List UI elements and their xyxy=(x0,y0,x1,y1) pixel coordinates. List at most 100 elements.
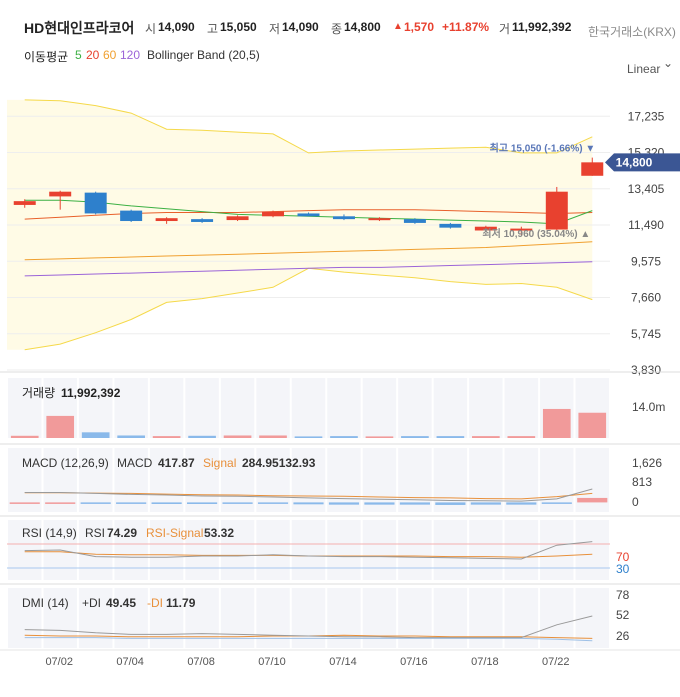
macd-column-bg xyxy=(185,448,219,512)
price-tick-label: 17,235 xyxy=(628,109,665,123)
macd-histogram-bar xyxy=(577,497,608,503)
x-tick-label: 07/22 xyxy=(542,656,570,668)
macd-column-bg xyxy=(114,448,148,512)
macd-column-bg xyxy=(327,448,361,512)
candle-body xyxy=(262,211,285,217)
candle-body xyxy=(439,223,462,228)
rsi-title: RSI (14,9) xyxy=(22,526,77,540)
x-tick-label: 07/04 xyxy=(116,656,144,668)
candle-body xyxy=(510,228,533,231)
chart-header: HD현대인프라코어 시 14,090 고 15,050 저 14,090 종 1… xyxy=(0,0,680,64)
volume-column-bg xyxy=(433,378,468,438)
candle-body xyxy=(120,210,143,222)
dmi-minus-label: -DI xyxy=(147,596,163,610)
x-tick-label: 07/10 xyxy=(258,656,286,668)
chevron-down-icon[interactable]: ⌄ xyxy=(663,56,674,70)
rsi-column-bg xyxy=(575,520,609,580)
change-percent: +11.87% xyxy=(442,20,490,34)
volume-tick-label: 14.0m xyxy=(632,400,665,414)
volume-bar xyxy=(436,436,465,438)
macd-signal-label: Signal xyxy=(203,456,236,470)
x-tick-label: 07/18 xyxy=(471,656,499,668)
macd-histogram-bar xyxy=(222,502,253,504)
rsi-column-bg xyxy=(220,520,255,580)
volume-bar xyxy=(259,435,287,438)
candle-body xyxy=(226,216,249,221)
x-tick-label: 07/16 xyxy=(400,656,428,668)
x-tick-label: 07/02 xyxy=(45,656,73,668)
low-annotation: 최저 10,960 (35.04%) ▲ xyxy=(482,227,590,240)
macd-column-bg xyxy=(433,448,468,512)
macd-histogram-bar xyxy=(257,502,289,504)
macd-title: MACD (12,26,9) xyxy=(22,456,109,470)
rsi-column-bg xyxy=(504,520,539,580)
low-value: 14,090 xyxy=(282,20,319,34)
price-tick-label: 13,405 xyxy=(628,182,665,196)
macd-column-bg xyxy=(540,448,574,512)
macd-histogram-bar xyxy=(328,502,360,505)
volume-column-bg xyxy=(256,378,290,438)
volume-bar xyxy=(152,436,181,438)
ma20-label: 20 xyxy=(86,48,100,62)
macd-histogram-bar xyxy=(293,502,324,505)
volume-column-bg xyxy=(149,378,184,438)
dmi-column-bg xyxy=(220,588,255,648)
volume-column-bg xyxy=(469,378,503,438)
dmi-minus-value: 11.79 xyxy=(166,596,196,610)
macd-column-bg xyxy=(398,448,432,512)
high-annotation: 최고 15,050 (-1.66%) ▼ xyxy=(490,142,596,155)
macd-histogram-bar xyxy=(364,502,395,505)
volume-label: 거 xyxy=(499,22,511,36)
volume-value: 11,992,392 xyxy=(512,20,572,34)
volume-bar xyxy=(542,408,571,438)
scale-dropdown[interactable]: Linear xyxy=(627,62,661,76)
volume-bar xyxy=(10,435,39,438)
dmi-column-bg xyxy=(433,588,468,648)
candle-body xyxy=(297,213,320,217)
rsi-column-bg xyxy=(185,520,219,580)
volume-column-bg xyxy=(291,378,326,438)
dmi-tick-label: 52 xyxy=(616,608,630,622)
macd-line xyxy=(24,488,593,502)
volume-bar xyxy=(294,436,323,438)
close-label: 종 xyxy=(331,22,343,36)
dmi-column-bg xyxy=(469,588,503,648)
candle-body xyxy=(191,219,214,222)
dmi-plus-line xyxy=(24,615,593,639)
dmi-plus-label: +DI xyxy=(82,596,101,610)
macd-histogram-bar xyxy=(80,502,111,504)
candle-body xyxy=(474,226,497,231)
low-label: 저 xyxy=(269,22,281,36)
close-value: 14,800 xyxy=(344,20,381,34)
macd-value: 417.87 xyxy=(158,456,195,470)
macd-column-bg xyxy=(291,448,326,512)
candle-body xyxy=(545,191,568,230)
macd-histogram-bar xyxy=(187,502,218,504)
rsi-line xyxy=(24,541,593,560)
volume-title: 거래량 xyxy=(22,386,55,400)
dmi-plus-value: 49.45 xyxy=(106,596,136,610)
rsi-column-bg xyxy=(149,520,184,580)
ma120-line xyxy=(24,261,593,277)
macd-tick-label: 813 xyxy=(632,475,652,489)
macd-column-bg xyxy=(8,448,42,512)
macd-tick-label: 0 xyxy=(632,495,639,509)
ma20-line xyxy=(24,209,593,220)
macd-histogram-bar xyxy=(9,502,40,504)
candle-body xyxy=(368,218,391,221)
dmi-title: DMI (14) xyxy=(22,596,69,610)
dmi-column-bg xyxy=(256,588,290,648)
candle-body xyxy=(49,191,72,197)
candle-body xyxy=(84,192,107,214)
dmi-tick-label: 26 xyxy=(616,629,630,643)
volume-bar xyxy=(401,436,429,438)
volume-column-bg xyxy=(185,378,219,438)
rsi-value: 74.29 xyxy=(107,526,137,540)
macd-column-bg xyxy=(362,448,397,512)
open-value: 14,090 xyxy=(158,20,195,34)
rsi-column-bg xyxy=(256,520,290,580)
ma60-label: 60 xyxy=(103,48,117,62)
x-tick-label: 07/08 xyxy=(187,656,215,668)
x-tick-label: 07/14 xyxy=(329,656,357,668)
